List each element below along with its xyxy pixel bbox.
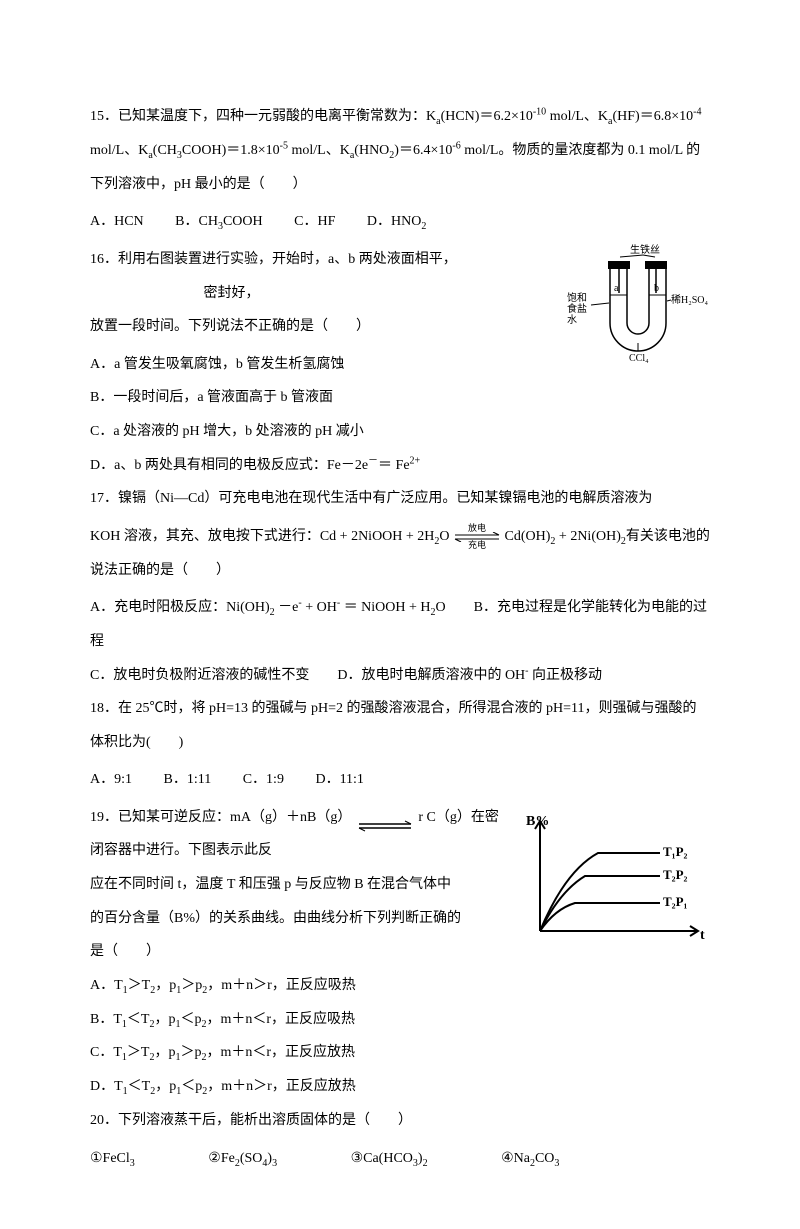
q17-opt-cd[interactable]: C．放电时负极附近溶液的碱性不变 D．放电时电解质溶液中的 OH- 向正极移动	[90, 659, 710, 693]
svg-text:a: a	[614, 283, 619, 294]
q20-options: ①FeCl3 ②Fe2(SO4)3 ③Ca(HCO3)2 ④Na2CO3	[90, 1142, 710, 1176]
q15: 15．已知某温度下，四种一元弱酸的电离平衡常数为：Ka(HCN)＝6.2×10-…	[90, 100, 710, 201]
q19-line1: 19．已知某可逆反应：mA（g）＋nB（g）	[90, 810, 351, 825]
q16-line1b: 密封好，	[204, 286, 260, 301]
q20-opt-2[interactable]: ②Fe2(SO4)3	[208, 1142, 277, 1176]
svg-text:饱和: 饱和	[567, 292, 587, 304]
q19: B% t T₁P₂ T₂P₂ T₂P₁ 19．已知某可逆反应：mA（g）＋nB（…	[90, 801, 710, 969]
q16-opt-c[interactable]: C．a 处溶液的 pH 增大，b 处溶液的 pH 减小	[90, 415, 710, 449]
svg-text:B%: B%	[526, 814, 549, 829]
q17-line1: 17．镍镉（Ni—Cd）可充电电池在现代生活中有广泛应用。已知某镍镉电池的电解质…	[90, 482, 710, 516]
q19-line3: 的百分含量（B%）的关系曲线。由曲线分析下列判断正确的	[90, 911, 461, 926]
q18-options: A．9:1 B．1:11 C．1:9 D．11:1	[90, 763, 710, 797]
q18-opt-a[interactable]: A．9:1	[90, 763, 132, 797]
equilibrium-arrow-icon	[355, 812, 415, 824]
svg-text:CCl₄: CCl₄	[629, 353, 649, 363]
q18-opt-b[interactable]: B．1:11	[164, 763, 212, 797]
svg-text:b: b	[654, 283, 659, 294]
svg-text:T₂P₂: T₂P₂	[663, 867, 688, 882]
svg-text:T₁P₂: T₁P₂	[663, 844, 688, 859]
q15-opt-d[interactable]: D．HNO2	[367, 205, 426, 239]
svg-text:T₂P₁: T₂P₁	[663, 894, 688, 909]
svg-text:t: t	[700, 928, 705, 943]
q16-line1: 16．利用右图装置进行实验，开始时，a、b 两处液面相平，	[90, 252, 457, 267]
q15-opt-a[interactable]: A．HCN	[90, 205, 144, 239]
q19-chart: B% t T₁P₂ T₂P₂ T₂P₁	[520, 811, 710, 965]
q19-opt-b[interactable]: B．T1＜T2，p1＜p2，m＋n＜r，正反应吸热	[90, 1003, 710, 1037]
svg-text:食盐: 食盐	[567, 302, 587, 315]
q19-line2: 应在不同时间 t，温度 T 和压强 p 与反应物 B 在混合气体中	[90, 877, 451, 892]
q19-opt-d[interactable]: D．T1＜T2，p1＜p2，m＋n＞r，正反应放热	[90, 1070, 710, 1104]
q15-options: A．HCN B．CH3COOH C．HF D．HNO2	[90, 205, 710, 239]
q17-line2: KOH 溶液，其充、放电按下式进行：Cd + 2NiOOH + 2H2O 放电 …	[90, 520, 710, 587]
q15-opt-b[interactable]: B．CH3COOH	[175, 205, 262, 239]
q15-opt-c[interactable]: C．HF	[294, 205, 335, 239]
q17-opt-ab[interactable]: A．充电时阳极反应：Ni(OH)2 －e- + OH- ＝ NiOOH + H2…	[90, 591, 710, 658]
q20-opt-3[interactable]: ③Ca(HCO3)2	[351, 1142, 428, 1176]
svg-text:稀H₂SO₄: 稀H₂SO₄	[671, 293, 708, 306]
svg-text:水: 水	[567, 314, 577, 326]
q16-opt-d[interactable]: D．a、b 两处具有相同的电极反应式：Fe－2e－＝ Fe2+	[90, 449, 710, 483]
q20-stem: 20．下列溶液蒸干后，能析出溶质固体的是（ ）	[90, 1104, 710, 1138]
q16-opt-b[interactable]: B．一段时间后，a 管液面高于 b 管液面	[90, 381, 710, 415]
q19-opt-c[interactable]: C．T1＞T2，p1＞p2，m＋n＜r，正反应放热	[90, 1036, 710, 1070]
u-tube-diagram: 生铁丝 a b 饱和 食盐 水 稀H₂SO₄ CCl₄	[565, 243, 710, 377]
q18-stem: 18．在 25℃时，将 pH=13 的强碱与 pH=2 的强酸溶液混合，所得混合…	[90, 692, 710, 759]
diag-top-label: 生铁丝	[630, 243, 660, 256]
q20-opt-1[interactable]: ①FeCl3	[90, 1142, 135, 1176]
q16-line2: 放置一段时间。下列说法不正确的是（ ）	[90, 319, 370, 334]
reversible-arrow-icon: 放电 充电	[453, 526, 501, 548]
q19-opt-a[interactable]: A．T1＞T2，p1＞p2，m＋n＞r，正反应吸热	[90, 969, 710, 1003]
q20-opt-4[interactable]: ④Na2CO3	[501, 1142, 559, 1176]
q18-opt-c[interactable]: C．1:9	[243, 763, 284, 797]
q15-stem: 15．已知某温度下，四种一元弱酸的电离平衡常数为：Ka(HCN)＝6.2×10-…	[90, 109, 701, 192]
q16: 生铁丝 a b 饱和 食盐 水 稀H₂SO₄ CCl₄	[90, 243, 710, 344]
q18-opt-d[interactable]: D．11:1	[315, 763, 363, 797]
q19-line4: 是（ ）	[90, 944, 160, 959]
